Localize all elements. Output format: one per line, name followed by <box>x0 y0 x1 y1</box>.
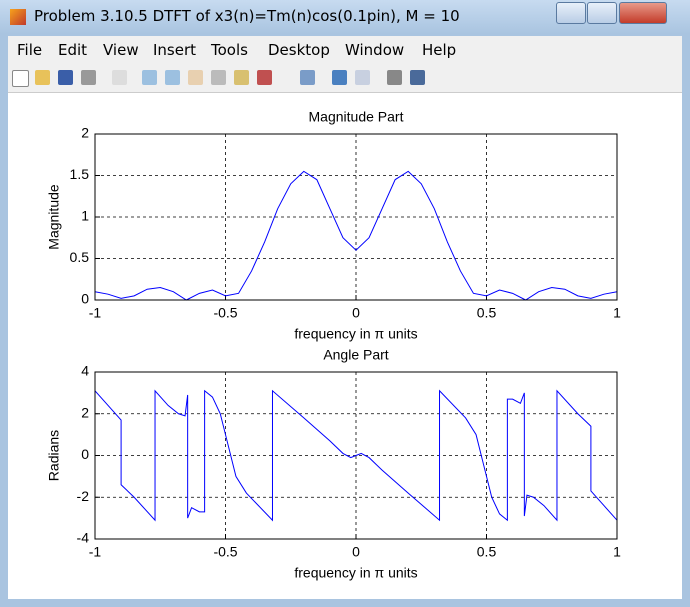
x-tick-label: 0 <box>352 544 360 560</box>
close-button[interactable] <box>619 2 667 24</box>
zoom-in-icon[interactable] <box>142 70 157 85</box>
y-axis-label: Radians <box>46 430 62 481</box>
rotate-icon[interactable] <box>211 70 226 85</box>
zoom-out-icon[interactable] <box>165 70 180 85</box>
menu-item[interactable]: Help <box>422 41 457 59</box>
x-tick-label: 1 <box>613 544 621 560</box>
colorbar-icon[interactable] <box>332 70 347 85</box>
datacursor-icon[interactable] <box>234 70 249 85</box>
y-tick-label: 2 <box>81 404 89 420</box>
chart-title: Angle Part <box>323 347 388 363</box>
app-icon <box>10 9 26 25</box>
brush-icon[interactable] <box>257 70 272 85</box>
axes-box <box>94 371 618 540</box>
menu-item[interactable]: Insert <box>153 41 197 59</box>
chart-title: Magnitude Part <box>309 109 404 125</box>
y-tick-label: -2 <box>77 488 90 504</box>
x-tick-label: -1 <box>89 544 102 560</box>
y-tick-label: 1.5 <box>70 166 90 182</box>
y-axis-label: Magnitude <box>46 184 62 250</box>
data-line <box>94 170 618 301</box>
menu-bar: File Edit View Insert Tools Desktop Wind… <box>8 36 682 64</box>
legend-icon[interactable] <box>355 70 370 85</box>
x-tick-label: -1 <box>89 305 102 321</box>
menu-item[interactable]: File <box>17 41 43 59</box>
hide-tools-icon[interactable] <box>387 70 402 85</box>
x-axis-label: frequency in π units <box>294 326 417 342</box>
print-icon[interactable] <box>81 70 96 85</box>
title-bar: Problem 3.10.5 DTFT of x3(n)=Tm(n)cos(0.… <box>0 0 690 34</box>
y-tick-label: 2 <box>81 125 89 141</box>
maximize-button[interactable] <box>587 2 617 24</box>
y-tick-label: 1 <box>81 208 89 224</box>
y-tick-label: 4 <box>81 363 89 379</box>
minimize-button[interactable] <box>556 2 586 24</box>
y-tick-label: 0 <box>81 446 89 462</box>
link-icon[interactable] <box>300 70 315 85</box>
plot-area: -1 -0.5 0 0.5 1 0 0.5 1 1.5 2 Magnitude Part freque… <box>8 93 682 599</box>
menu-item[interactable]: Window <box>345 41 405 59</box>
menu-item[interactable]: View <box>103 41 139 59</box>
open-icon[interactable] <box>35 70 50 85</box>
pan-icon[interactable] <box>188 70 203 85</box>
y-tick-label: -4 <box>77 530 90 546</box>
window-title: Problem 3.10.5 DTFT of x3(n)=Tm(n)cos(0.… <box>34 7 460 25</box>
new-icon[interactable] <box>12 70 29 87</box>
show-tools-icon[interactable] <box>410 70 425 85</box>
x-tick-label: 0.5 <box>477 544 497 560</box>
y-tick-label: 0.5 <box>70 249 90 265</box>
menu-item[interactable]: Desktop <box>268 41 330 59</box>
charts: -1 -0.5 0 0.5 1 0 0.5 1 1.5 2 Magnitude Part freque… <box>46 109 621 581</box>
x-tick-label: 0.5 <box>477 305 497 321</box>
menu-item[interactable]: Edit <box>58 41 88 59</box>
x-axis-label: frequency in π units <box>294 565 417 581</box>
data-line <box>94 389 618 522</box>
x-tick-label: 1 <box>613 305 621 321</box>
y-tick-label: 0 <box>81 291 89 307</box>
save-icon[interactable] <box>58 70 73 85</box>
toolbar <box>8 64 682 93</box>
pointer-icon[interactable] <box>112 70 127 85</box>
x-tick-label: 0 <box>352 305 360 321</box>
menu-item[interactable]: Tools <box>211 41 248 59</box>
x-tick-label: -0.5 <box>213 544 237 560</box>
x-tick-label: -0.5 <box>213 305 237 321</box>
axes-box <box>94 133 618 301</box>
